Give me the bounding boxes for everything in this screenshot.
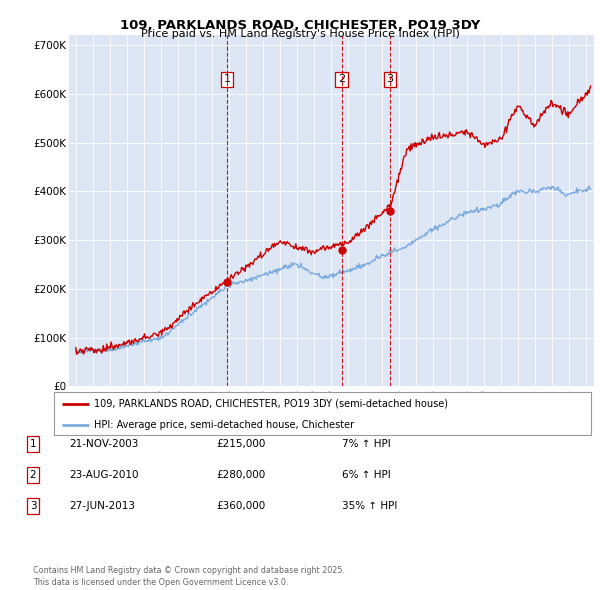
Text: 3: 3: [29, 502, 37, 511]
Text: £215,000: £215,000: [216, 439, 265, 448]
Text: 27-JUN-2013: 27-JUN-2013: [69, 502, 135, 511]
Text: 7% ↑ HPI: 7% ↑ HPI: [342, 439, 391, 448]
Text: 2: 2: [29, 470, 37, 480]
Text: £360,000: £360,000: [216, 502, 265, 511]
Text: 1: 1: [29, 439, 37, 448]
Text: 109, PARKLANDS ROAD, CHICHESTER, PO19 3DY: 109, PARKLANDS ROAD, CHICHESTER, PO19 3D…: [120, 19, 480, 32]
Text: 21-NOV-2003: 21-NOV-2003: [69, 439, 139, 448]
Text: 109, PARKLANDS ROAD, CHICHESTER, PO19 3DY (semi-detached house): 109, PARKLANDS ROAD, CHICHESTER, PO19 3D…: [94, 399, 448, 409]
Text: 2: 2: [338, 74, 345, 84]
Text: 23-AUG-2010: 23-AUG-2010: [69, 470, 139, 480]
Text: HPI: Average price, semi-detached house, Chichester: HPI: Average price, semi-detached house,…: [94, 421, 355, 431]
Text: 6% ↑ HPI: 6% ↑ HPI: [342, 470, 391, 480]
Text: £280,000: £280,000: [216, 470, 265, 480]
Text: Price paid vs. HM Land Registry's House Price Index (HPI): Price paid vs. HM Land Registry's House …: [140, 29, 460, 39]
Text: 35% ↑ HPI: 35% ↑ HPI: [342, 502, 397, 511]
Text: 1: 1: [224, 74, 230, 84]
Text: Contains HM Land Registry data © Crown copyright and database right 2025.
This d: Contains HM Land Registry data © Crown c…: [33, 566, 345, 587]
Text: 3: 3: [386, 74, 394, 84]
